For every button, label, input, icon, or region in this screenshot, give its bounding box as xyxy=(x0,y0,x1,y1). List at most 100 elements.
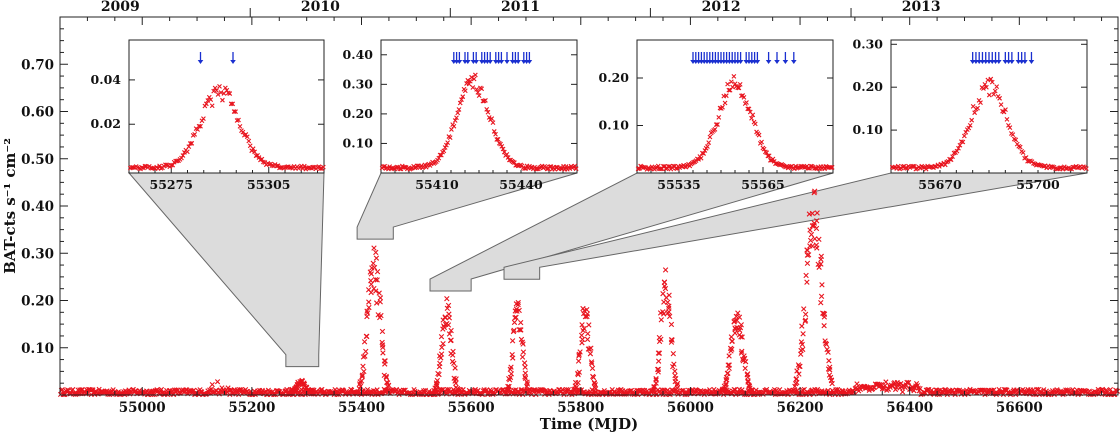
data-point xyxy=(385,384,391,390)
inset-data-point xyxy=(765,153,771,159)
inset-data-point xyxy=(174,158,180,164)
data-point xyxy=(373,300,380,306)
inset-data-point xyxy=(236,117,241,123)
data-point xyxy=(670,363,676,370)
data-point xyxy=(584,336,591,343)
inset-data-point xyxy=(499,143,505,149)
data-point xyxy=(658,336,664,342)
data-point xyxy=(441,324,448,331)
data-point xyxy=(822,338,828,344)
data-point xyxy=(738,334,744,340)
data-point xyxy=(906,379,912,386)
data-point xyxy=(508,364,514,370)
inset-data-point xyxy=(534,166,540,172)
inset-data-point xyxy=(1003,107,1008,113)
inset-data-point xyxy=(960,139,966,145)
year-label: 2009 xyxy=(101,0,140,15)
inset-data-point xyxy=(495,136,501,142)
data-point xyxy=(446,315,453,321)
data-point xyxy=(737,325,744,331)
data-point xyxy=(385,382,392,388)
inset-data-point xyxy=(741,94,747,100)
data-point xyxy=(96,386,102,392)
inset-data-point xyxy=(465,77,471,83)
inset-data-point xyxy=(954,148,960,154)
data-point xyxy=(452,365,458,371)
data-point xyxy=(368,281,374,288)
inset-data-point xyxy=(476,93,482,99)
inset-data-point xyxy=(725,81,730,87)
observation-arrow-head xyxy=(465,60,471,64)
data-point xyxy=(576,369,582,375)
inset-data-point xyxy=(455,110,461,116)
inset-data-point xyxy=(976,98,982,103)
inset-data-point xyxy=(761,146,767,152)
data-point xyxy=(653,375,659,382)
data-point xyxy=(917,385,923,392)
data-point xyxy=(443,391,450,397)
data-point xyxy=(216,391,222,397)
data-point xyxy=(814,210,820,216)
data-point xyxy=(378,312,384,319)
inset-data-point xyxy=(246,138,252,144)
inset-y-tick-label: 0.10 xyxy=(853,122,884,137)
x-tick-label: 56000 xyxy=(667,400,714,416)
data-point xyxy=(732,317,738,324)
data-point xyxy=(592,386,599,392)
inset-panel: 55410 55440 0.10 0.20 0.30 0.40 xyxy=(343,39,579,192)
inset-y-tick-label: 0.02 xyxy=(91,116,121,131)
inset-data-point xyxy=(485,109,491,115)
inset-data-point xyxy=(722,100,728,106)
zoom-connector xyxy=(127,172,325,368)
inset-data-point xyxy=(795,165,801,171)
inset-data-point xyxy=(573,166,579,172)
y-tick-label: 0.30 xyxy=(21,246,54,262)
inset-data-point xyxy=(212,85,218,91)
data-point xyxy=(723,382,729,388)
x-tick-label: 56200 xyxy=(777,400,824,416)
observation-arrow-head xyxy=(1022,60,1028,64)
inset-data-point xyxy=(170,162,176,168)
inset-data-point xyxy=(998,102,1004,108)
inset-data-point xyxy=(1007,125,1013,131)
data-point xyxy=(819,282,825,288)
inset-data-point xyxy=(201,116,206,122)
inset-data-point xyxy=(447,135,453,141)
inset-data-point xyxy=(774,161,780,166)
inset-data-point xyxy=(467,78,473,84)
data-point xyxy=(209,381,215,388)
inset-y-tick-label: 0.04 xyxy=(91,72,122,87)
inset-data-point xyxy=(471,76,477,82)
data-point xyxy=(453,380,459,387)
inset-data-point xyxy=(479,86,485,92)
data-point xyxy=(653,377,659,383)
data-point xyxy=(590,374,597,381)
inset-data-point xyxy=(1054,166,1060,172)
inset-data-point xyxy=(829,165,835,170)
data-point xyxy=(453,376,459,382)
x-tick-label: 56400 xyxy=(886,400,933,416)
inset-data-point xyxy=(967,122,973,128)
data-point xyxy=(911,388,917,394)
y-tick-label: 0.20 xyxy=(21,294,54,310)
y-axis-label: BAT-cts s⁻¹ cm⁻² xyxy=(1,138,19,274)
inset-data-point xyxy=(402,164,408,170)
data-point xyxy=(707,387,713,393)
data-point xyxy=(364,310,371,316)
inset-data-point xyxy=(731,73,737,79)
data-point xyxy=(448,337,454,343)
inset-data-point xyxy=(983,84,989,90)
inset-data-point xyxy=(1057,165,1063,171)
inset-data-point xyxy=(469,74,474,80)
inset-data-point xyxy=(674,166,680,172)
inset-data-point xyxy=(231,109,237,114)
data-point xyxy=(981,387,987,393)
data-point xyxy=(812,188,818,194)
inset-data-point xyxy=(490,120,496,126)
inset-data-point xyxy=(766,153,772,159)
main-data-points xyxy=(57,188,1120,398)
data-point xyxy=(651,384,658,390)
data-point xyxy=(440,340,446,347)
data-point xyxy=(373,249,379,256)
data-point xyxy=(373,288,379,294)
